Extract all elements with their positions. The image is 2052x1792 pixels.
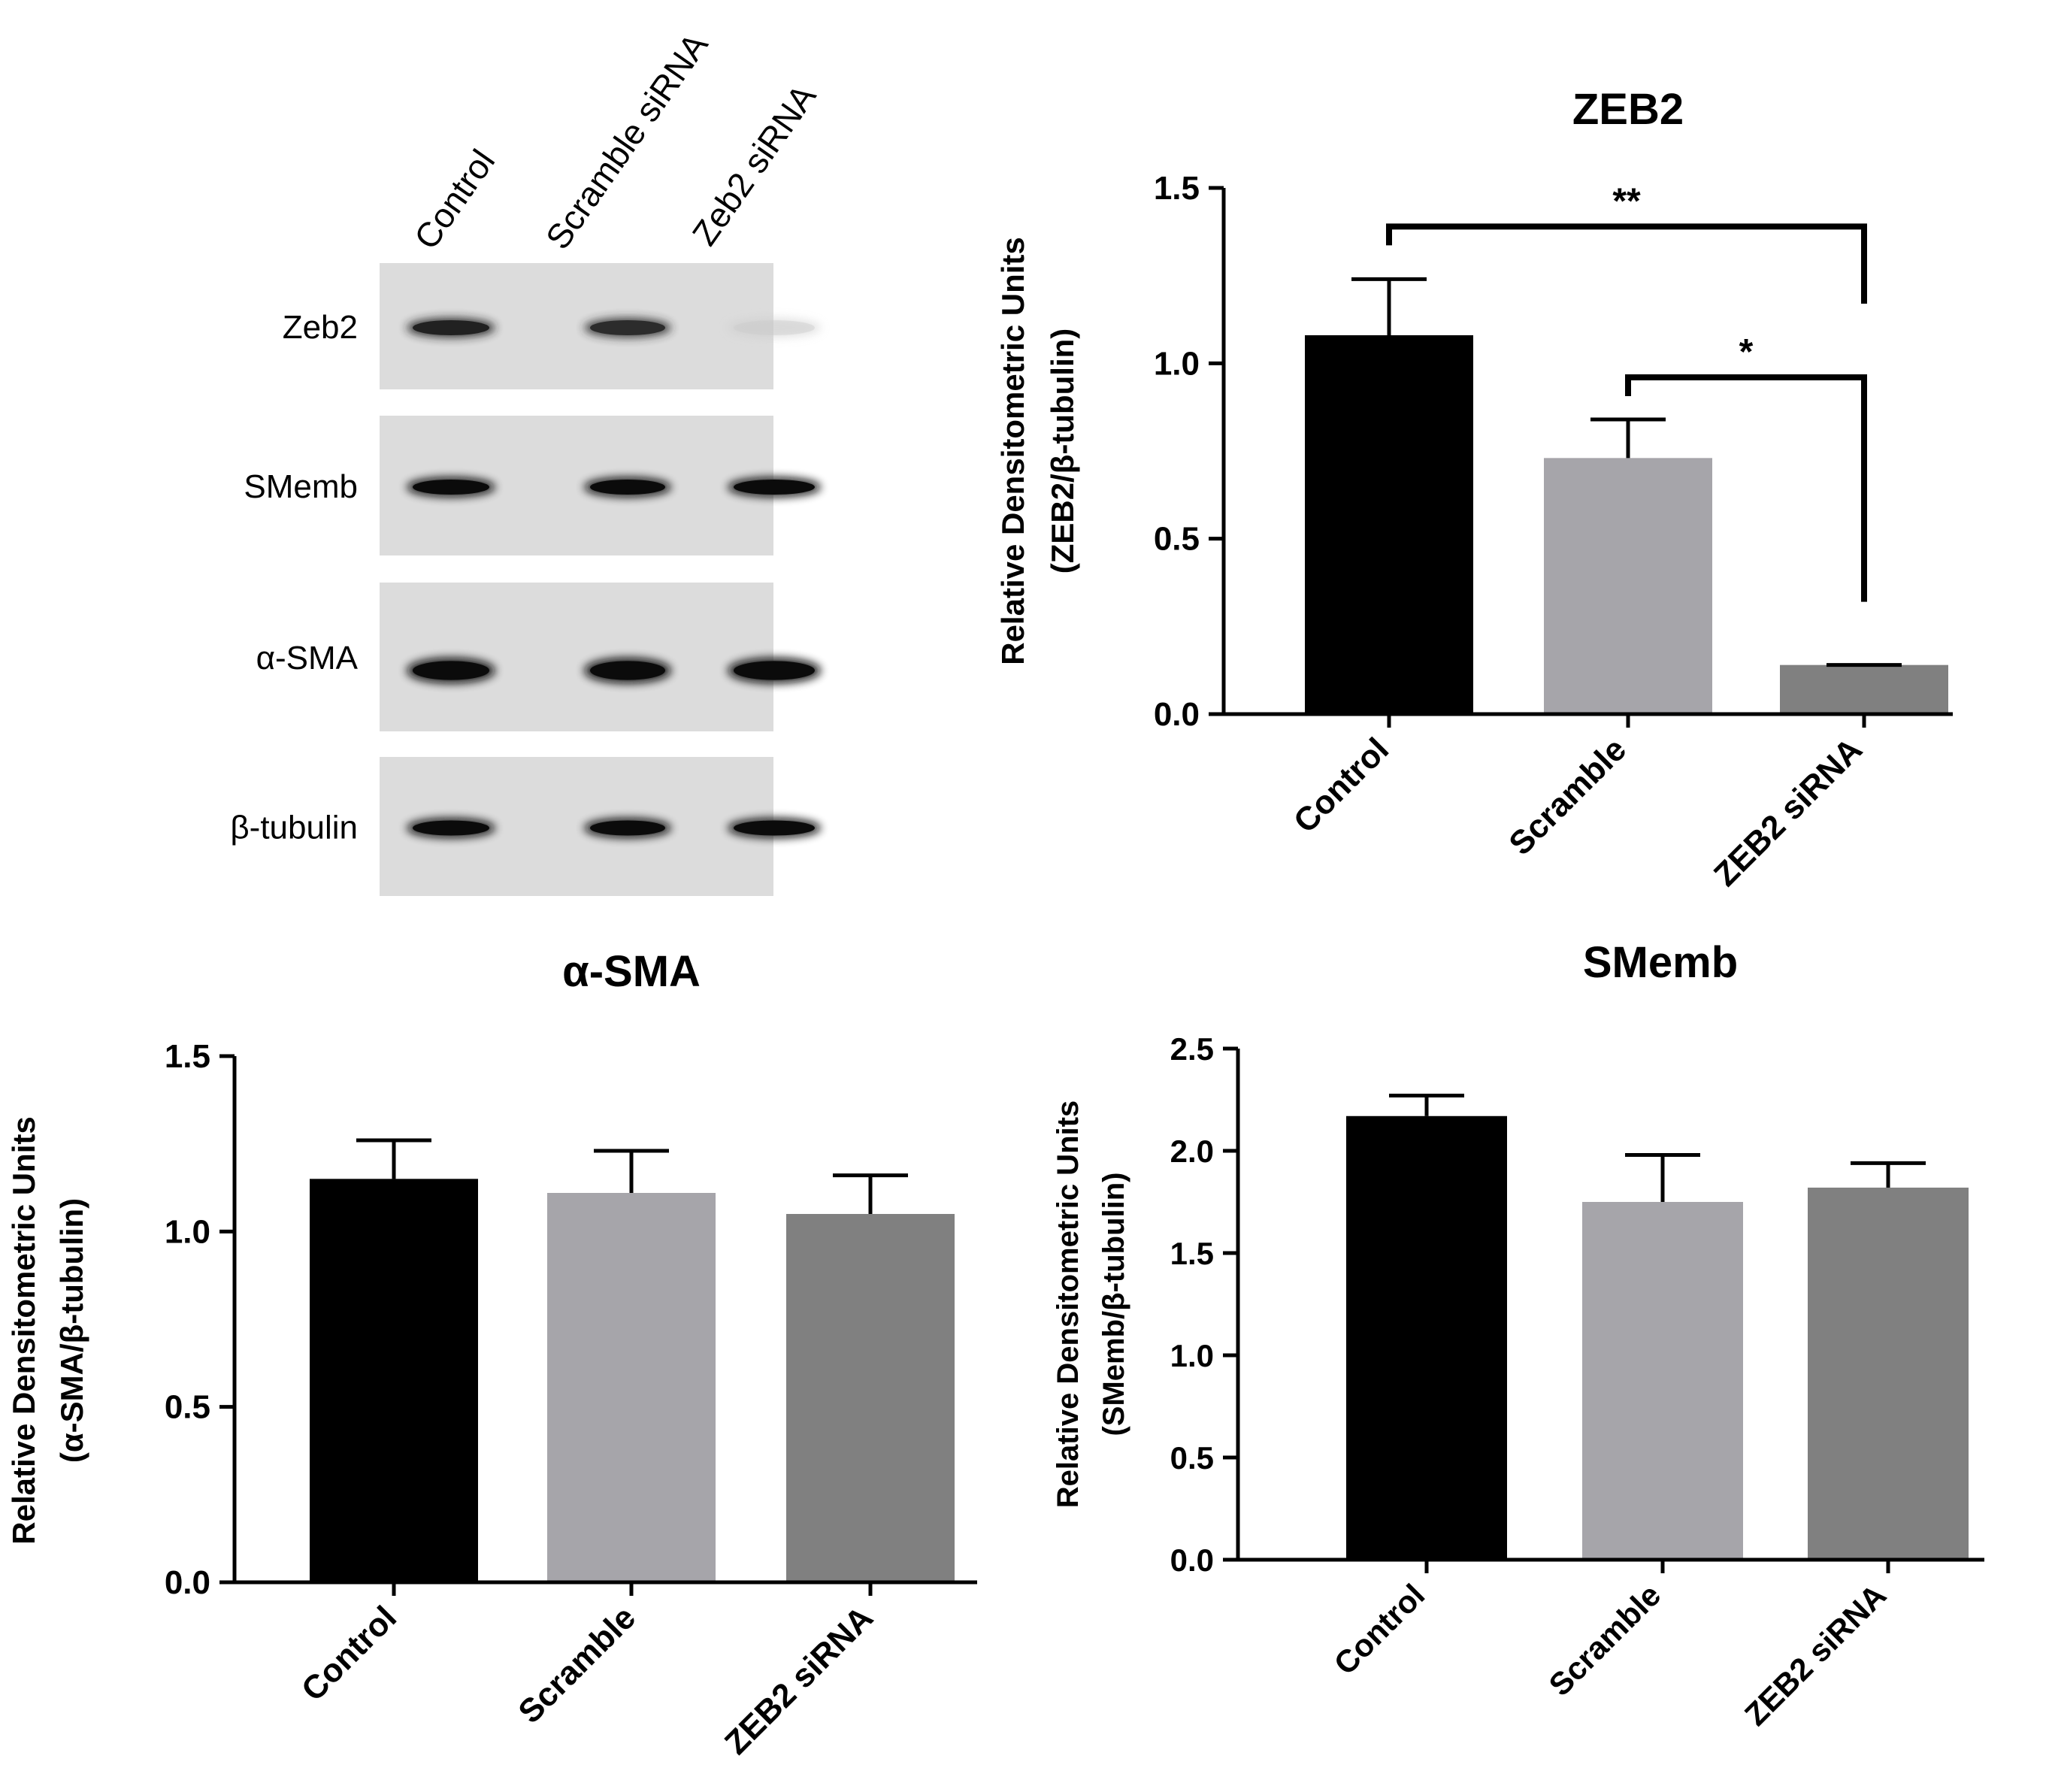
significance-line xyxy=(1625,374,1867,602)
y-tick-label: 0.5 xyxy=(1170,1440,1214,1476)
blot-band-core xyxy=(590,661,665,680)
significance-label: * xyxy=(1739,332,1754,372)
x-tick-label-control: Control xyxy=(295,1599,404,1708)
significance-label: ** xyxy=(1612,181,1641,221)
x-tick-label-scramble: Scramble xyxy=(1502,731,1633,862)
x-tick-label-scramble: Scramble xyxy=(1542,1577,1667,1703)
error-bar-control xyxy=(1389,1094,1464,1116)
y-tick-label: 2.0 xyxy=(1170,1134,1214,1169)
blot-lane-label-scramble-sirna: Scramble siRNA xyxy=(538,26,716,256)
y-tick-label: 1.0 xyxy=(1154,345,1200,382)
bar-zeb2-sirna xyxy=(1808,1187,1969,1560)
error-bar-zeb2-sirna xyxy=(1851,1161,1926,1188)
blot-band-core xyxy=(734,820,815,836)
x-tick-label-zeb2-sirna: ZEB2 siRNA xyxy=(718,1599,880,1761)
error-bar-control xyxy=(356,1138,431,1179)
smemb-bar-chart: SMemb Relative Densitometric Units (SMemb/… xyxy=(1052,938,1984,1733)
bar-control xyxy=(1305,335,1473,714)
y-axis-label: Relative Densitometric Units xyxy=(995,237,1031,665)
y-tick-label: 0.5 xyxy=(1154,521,1200,558)
bar-scramble xyxy=(1582,1202,1743,1560)
chart-title: α-SMA xyxy=(562,947,701,996)
x-tick-label-zeb2-sirna: ZEB2 siRNA xyxy=(1707,731,1869,893)
blot-band-core xyxy=(590,320,665,335)
error-bar-scramble xyxy=(1590,417,1666,459)
blot-band-core xyxy=(734,320,815,335)
y-axis-label: Relative Densitometric Units xyxy=(1052,1100,1085,1508)
blot-lane-label-control: Control xyxy=(407,142,503,256)
error-bar-control xyxy=(1351,277,1427,335)
significance-bracket: ** xyxy=(1386,181,1867,304)
blot-rows: Zeb2 SMemb α-SMA β-tubulin xyxy=(230,263,821,896)
significance-bracket: * xyxy=(1625,332,1867,602)
alpha-sma-bar-chart: α-SMA Relative Densitometric Units (α-SMA/… xyxy=(6,947,977,1762)
x-tick-label-zeb2-sirna: ZEB2 siRNA xyxy=(1738,1577,1893,1733)
blot-band-core xyxy=(590,820,665,836)
significance-line xyxy=(1386,223,1867,304)
y-tick-label: 1.5 xyxy=(165,1038,210,1075)
chart-title: ZEB2 xyxy=(1572,85,1684,134)
blot-row-label: Zeb2 xyxy=(283,309,358,346)
blot-row-tubulin: β-tubulin xyxy=(230,757,821,896)
bar-zeb2-sirna xyxy=(786,1214,955,1582)
bar-control xyxy=(1346,1115,1507,1560)
y-tick-label: 1.5 xyxy=(1170,1236,1214,1271)
y-tick-label: 1.0 xyxy=(1170,1338,1214,1373)
y-axis-label-units: (ZEB2/β-tubulin) xyxy=(1045,328,1080,574)
blot-row-zeb2: Zeb2 xyxy=(283,263,821,389)
bar-scramble xyxy=(1544,458,1712,714)
y-axis-label: Relative Densitometric Units xyxy=(6,1116,41,1545)
blot-row-sma: α-SMA xyxy=(256,583,821,731)
bar-scramble xyxy=(547,1193,716,1582)
blot-lane-label-zeb2-sirna: Zeb2 siRNA xyxy=(685,77,824,253)
y-tick-label: 0.0 xyxy=(1170,1542,1214,1578)
bar-zeb2-sirna xyxy=(1780,664,1948,714)
y-tick-label: 1.5 xyxy=(1154,170,1200,207)
y-tick-label: 0.0 xyxy=(165,1564,210,1601)
bar-control xyxy=(310,1179,478,1582)
x-tick-label-control: Control xyxy=(1327,1577,1432,1682)
blot-band-core xyxy=(590,480,665,495)
error-bar-scramble xyxy=(594,1149,669,1193)
blot-membrane xyxy=(380,583,773,731)
blot-band-core xyxy=(413,661,489,680)
y-tick-label: 0.5 xyxy=(165,1389,210,1426)
y-axis-label-units: (SMemb/β-tubulin) xyxy=(1097,1172,1130,1436)
blot-row-label: α-SMA xyxy=(256,640,359,677)
zeb2-bar-chart: ZEB2 Relative Densitometric Units (ZEB2/β-… xyxy=(995,85,1953,894)
x-tick-label-control: Control xyxy=(1287,731,1396,840)
blot-band-core xyxy=(734,661,815,680)
blot-band-core xyxy=(734,480,815,495)
y-tick-label: 2.5 xyxy=(1170,1031,1214,1067)
y-tick-label: 1.0 xyxy=(165,1213,210,1250)
blot-row-smemb: SMemb xyxy=(244,416,821,555)
blot-band xyxy=(728,318,821,338)
blot-band-core xyxy=(413,320,489,335)
x-tick-label-scramble: Scramble xyxy=(511,1599,643,1730)
blot-band-core xyxy=(413,820,489,836)
error-bar-zeb2-sirna xyxy=(833,1173,908,1214)
chart-title: SMemb xyxy=(1583,938,1738,987)
y-tick-label: 0.0 xyxy=(1154,696,1200,733)
y-axis-label-units: (α-SMA/β-tubulin) xyxy=(54,1198,89,1463)
blot-row-label: β-tubulin xyxy=(230,810,358,846)
error-bar-scramble xyxy=(1625,1152,1700,1202)
blot-band-core xyxy=(413,480,489,495)
blot-row-label: SMemb xyxy=(244,468,358,505)
